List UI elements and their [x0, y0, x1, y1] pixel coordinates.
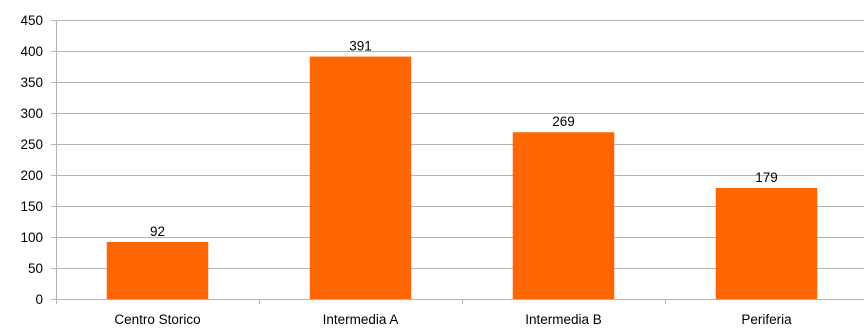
y-tick-label: 350: [20, 75, 43, 90]
bar-centro-storico: [106, 241, 209, 299]
y-tick-label: 450: [20, 13, 43, 28]
y-tick-label: 50: [28, 261, 43, 276]
axes: [51, 20, 864, 304]
data-label: 269: [552, 114, 575, 129]
y-tick-label: 100: [20, 230, 43, 245]
x-category-label: Periferia: [741, 312, 792, 326]
x-category-label: Centro Storico: [114, 312, 200, 326]
x-category-label: Intermedia A: [323, 312, 399, 326]
bars: [106, 56, 818, 299]
gridlines: [56, 20, 864, 269]
bar-intermedia-a: [309, 56, 412, 299]
bar-periferia: [715, 188, 818, 299]
labels: 0 50 100 150 200 250 300 350 400 450 92 Centro Stor…: [20, 13, 792, 327]
y-tick-label: 300: [20, 106, 43, 121]
y-tick-label: 200: [20, 168, 43, 183]
y-tick-label: 150: [20, 199, 43, 214]
y-tick-label: 400: [20, 44, 43, 59]
x-category-label: Intermedia B: [525, 312, 602, 326]
y-tick-label: 0: [35, 292, 43, 307]
data-label: 179: [755, 170, 778, 185]
y-tick-label: 250: [20, 137, 43, 152]
bar-intermedia-b: [512, 132, 615, 299]
data-label: 92: [150, 224, 165, 239]
data-label: 391: [349, 39, 372, 54]
